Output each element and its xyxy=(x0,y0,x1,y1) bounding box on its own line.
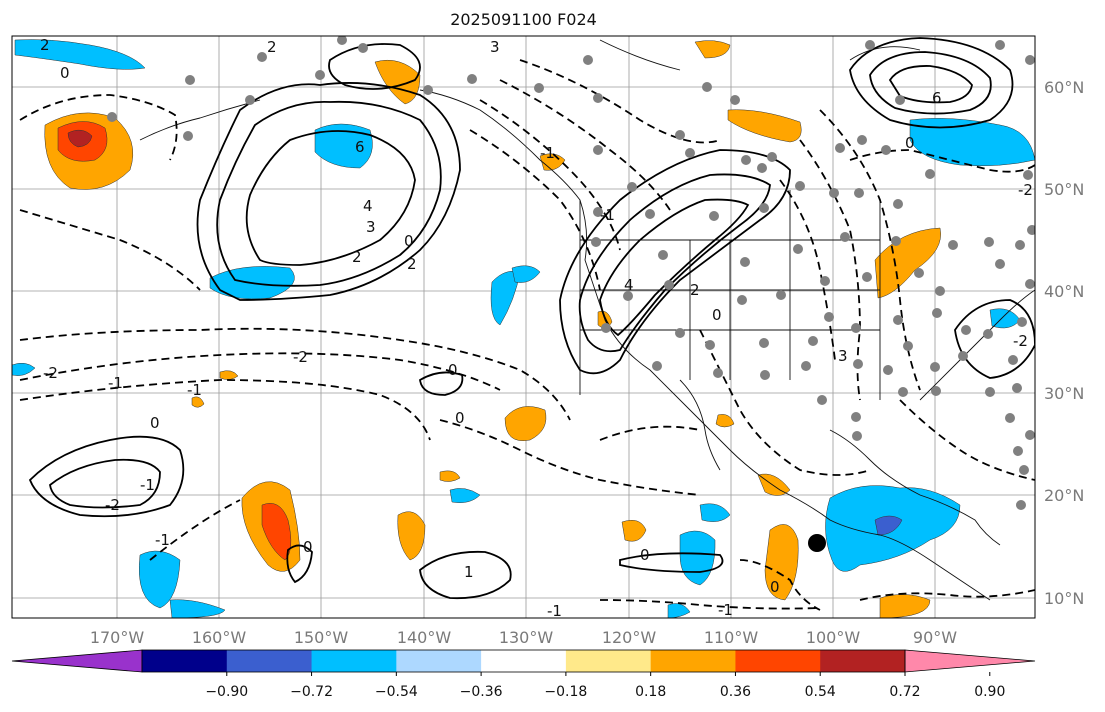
colorbar-tick-label: 0.90 xyxy=(974,684,1005,700)
contour-label: -2 xyxy=(43,364,58,382)
lon-label: 110°W xyxy=(704,628,759,647)
colorbar-segment xyxy=(226,650,313,672)
contour-label: 6 xyxy=(932,89,942,107)
colorbar-segment xyxy=(565,650,652,672)
negative-contours xyxy=(19,59,1035,611)
lon-label: 170°W xyxy=(90,628,145,647)
colorbar-tick-label: −0.18 xyxy=(544,684,587,700)
shaded-anomaly-fields xyxy=(12,39,1035,618)
contour-label: 0 xyxy=(770,578,780,596)
contour-label: -1 xyxy=(187,381,202,399)
contour-label: 6 xyxy=(355,138,365,156)
contour-label: 0 xyxy=(712,306,722,324)
contour-label: 0 xyxy=(60,64,70,82)
contour-label: -1 xyxy=(108,374,123,392)
lon-label: 160°W xyxy=(192,628,247,647)
colorbar-tick-label: −0.90 xyxy=(205,684,248,700)
contour-label: 0 xyxy=(640,546,650,564)
colorbar-tick-label: −0.36 xyxy=(460,684,503,700)
colorbar-segment xyxy=(650,650,736,672)
contour-label: 0 xyxy=(905,134,915,152)
contour-label: 3 xyxy=(366,218,376,236)
contour-label: 2 xyxy=(267,38,277,56)
colorbar-tick-label: 0.18 xyxy=(635,684,666,700)
lat-label: 50°N xyxy=(1044,180,1084,199)
contour-label: -1 xyxy=(540,144,555,162)
colorbar-tick-label: 0.54 xyxy=(805,684,836,700)
map-title: 2025091100 F024 xyxy=(450,10,597,29)
colorbar-segment xyxy=(735,650,821,672)
contour-label: -2 xyxy=(1013,332,1028,350)
contour-label: -1 xyxy=(600,206,615,224)
contour-label: -2 xyxy=(293,348,308,366)
colorbar: −0.90 −0.72 −0.54 −0.36 −0.18 0.18 0.36 0.54 0.7… xyxy=(11,649,1036,700)
lon-label: 130°W xyxy=(499,628,554,647)
contour-label: 0 xyxy=(150,414,160,432)
contour-label: 3 xyxy=(838,347,848,365)
colorbar-segment xyxy=(142,650,228,672)
contour-label: -1 xyxy=(140,476,155,494)
lat-label: 40°N xyxy=(1044,282,1084,301)
contour-label: -1 xyxy=(547,602,562,620)
colorbar-segment xyxy=(820,650,906,672)
contour-label: -2 xyxy=(1018,181,1033,199)
longitude-labels: 170°W 160°W 150°W 140°W 130°W 120°W 110°… xyxy=(90,628,957,647)
contour-label: 0 xyxy=(455,409,465,427)
contour-label: 2 xyxy=(690,281,700,299)
colorbar-tick-label: −0.72 xyxy=(290,684,333,700)
lat-label: 10°N xyxy=(1044,589,1084,608)
lon-label: 120°W xyxy=(602,628,657,647)
contour-labels: 2 4 0 3 6 2 4 3 0 2 6 0 -2 -2 -1 0 -1 0 … xyxy=(40,36,1033,620)
contour-label: 4 xyxy=(363,197,373,215)
lon-label: 150°W xyxy=(294,628,349,647)
lat-label: 30°N xyxy=(1044,384,1084,403)
contour-label: 3 xyxy=(490,38,500,56)
lat-label: 20°N xyxy=(1044,486,1084,505)
colorbar-segment xyxy=(481,650,567,672)
colorbar-tick-label: −0.54 xyxy=(375,684,418,700)
colorbar-tick-label: 0.36 xyxy=(720,684,751,700)
contour-label: 2 xyxy=(40,36,50,54)
latitude-labels: 60°N 50°N 40°N 30°N 20°N 10°N xyxy=(1044,78,1084,608)
contour-label: -1 xyxy=(718,601,733,619)
contour-label: 1 xyxy=(464,563,474,581)
contour-label: 2 xyxy=(407,255,417,273)
colorbar-segment xyxy=(396,650,482,672)
positive-contours xyxy=(28,37,1035,600)
map-frame xyxy=(11,35,1036,619)
colorbar-extend-low xyxy=(11,649,143,673)
colorbar-tick-label: 0.72 xyxy=(889,684,920,700)
contour-label: -2 xyxy=(105,496,120,514)
station-markers xyxy=(107,36,1035,510)
lon-label: 140°W xyxy=(397,628,452,647)
lon-label: 100°W xyxy=(806,628,861,647)
contour-label: 4 xyxy=(624,276,634,294)
contour-label: 0 xyxy=(404,232,414,250)
lat-label: 60°N xyxy=(1044,78,1084,97)
colorbar-border xyxy=(141,649,906,673)
contour-label: 2 xyxy=(352,248,362,266)
highlighted-station-marker xyxy=(808,534,826,552)
colorbar-extend-high xyxy=(904,649,1036,673)
contour-label: 0 xyxy=(448,361,458,379)
contour-label: -1 xyxy=(155,531,170,549)
colorbar-segment xyxy=(311,650,397,672)
contour-label: 0 xyxy=(303,538,313,556)
lon-label: 90°W xyxy=(913,628,957,647)
